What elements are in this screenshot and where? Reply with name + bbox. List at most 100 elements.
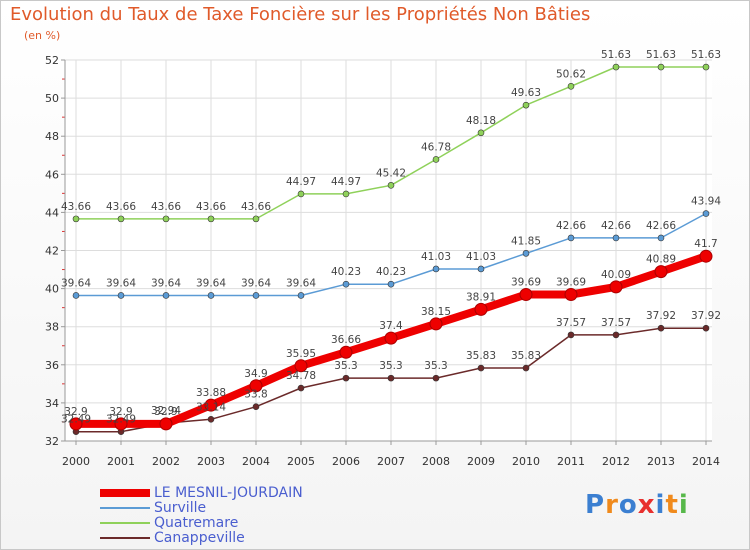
data-point (249, 379, 263, 393)
data-point (342, 280, 350, 288)
data-label: 48.18 (466, 115, 496, 127)
data-label: 41.03 (466, 251, 496, 263)
data-label: 43.66 (196, 201, 226, 213)
data-label: 39.69 (556, 277, 586, 289)
y-tick-label: 38 (45, 321, 59, 334)
data-point (474, 302, 488, 316)
y-tick-label: 48 (45, 130, 59, 143)
data-point (162, 215, 170, 223)
x-tick-label: 2013 (647, 455, 675, 468)
legend-item-quatremare: Quatremare (100, 514, 303, 531)
data-label: 43.66 (241, 201, 271, 213)
data-point (432, 374, 440, 382)
data-label: 42.66 (556, 220, 586, 232)
data-label: 32.9 (109, 406, 132, 418)
legend-item-le-mesnil-jourdain: LE MESNIL-JOURDAIN (100, 484, 303, 501)
proxiti-logo: Proxiti (585, 490, 689, 520)
data-label: 41.7 (694, 238, 717, 250)
data-point (612, 331, 620, 339)
data-label: 40.23 (376, 266, 406, 278)
data-label: 44.97 (331, 176, 361, 188)
data-label: 33.8 (244, 389, 267, 401)
logo-letter: P (585, 490, 606, 520)
data-label: 39.64 (286, 277, 316, 289)
data-point (207, 292, 215, 299)
legend: LE MESNIL-JOURDAIN Surville Quatremare C… (100, 484, 303, 546)
data-label: 37.4 (379, 320, 403, 332)
y-tick-label: 50 (45, 92, 59, 105)
data-label: 35.83 (466, 350, 496, 362)
data-label: 46.78 (421, 141, 451, 153)
data-point (72, 292, 80, 299)
data-label: 33.14 (196, 401, 226, 413)
data-label: 40.09 (601, 269, 631, 281)
data-point (387, 374, 395, 382)
data-point (252, 292, 260, 299)
data-label: 51.63 (601, 49, 631, 61)
data-point (702, 63, 710, 71)
x-tick-label: 2003 (197, 455, 225, 468)
data-label: 32.94 (151, 405, 181, 417)
data-point (702, 324, 710, 332)
y-tick-label: 32 (45, 435, 59, 448)
data-point (522, 364, 530, 372)
logo-letter: i (678, 490, 689, 520)
data-label: 50.62 (556, 68, 586, 80)
data-label: 39.64 (106, 277, 136, 289)
data-label: 36.66 (331, 334, 361, 346)
axes: 32 34 36 38 40 42 44 46 48 50 52 2000 2001 2002 2003 20… (45, 54, 720, 468)
data-point (522, 250, 530, 257)
y-tick-label: 52 (45, 54, 59, 67)
x-tick-label: 2014 (692, 455, 720, 468)
data-label: 37.92 (691, 310, 721, 322)
x-tick-label: 2006 (332, 455, 360, 468)
data-label: 34.9 (244, 368, 267, 380)
data-point (69, 417, 83, 431)
legend-swatch (100, 536, 150, 539)
data-point (477, 129, 485, 137)
y-tick-label: 46 (45, 168, 59, 181)
chart-title: Evolution du Taux de Taxe Foncière sur l… (10, 4, 591, 25)
data-label: 39.64 (196, 277, 226, 289)
data-labels: 32.49 32.49 32.94 33.14 33.8 34.78 35.3 35.3 35.… (61, 49, 721, 426)
data-label: 42.66 (646, 220, 676, 232)
y-tick-label: 34 (45, 397, 59, 410)
legend-swatch (100, 506, 150, 509)
legend-label: Quatremare (154, 514, 239, 531)
data-point (297, 190, 305, 198)
legend-label: LE MESNIL-JOURDAIN (154, 484, 303, 501)
data-point (612, 63, 620, 71)
data-label: 32.9 (154, 406, 177, 418)
data-label: 39.64 (241, 277, 271, 289)
data-point (204, 398, 218, 412)
data-label: 35.3 (334, 360, 357, 372)
legend-label: Canappeville (154, 529, 245, 546)
data-label: 32.49 (106, 414, 136, 426)
data-point (297, 292, 305, 299)
data-point (207, 215, 215, 223)
data-point (657, 324, 665, 332)
data-point (117, 292, 125, 299)
data-point (387, 280, 395, 288)
x-tick-label: 2012 (602, 455, 630, 468)
data-point (294, 359, 308, 373)
grid (65, 59, 712, 442)
data-point (342, 374, 350, 382)
x-tick-label: 2007 (377, 455, 405, 468)
data-label: 38.15 (421, 306, 451, 318)
x-tick-label: 2004 (242, 455, 270, 468)
logo-letter: r (605, 490, 619, 520)
legend-label: Surville (154, 499, 207, 516)
data-point (657, 234, 665, 242)
data-point (477, 265, 485, 273)
data-point (657, 63, 665, 71)
data-label: 42.66 (601, 220, 631, 232)
data-label: 37.57 (556, 317, 586, 329)
x-tick-label: 2009 (467, 455, 495, 468)
data-label: 43.66 (61, 201, 91, 213)
data-point (207, 415, 215, 423)
data-point (339, 345, 353, 359)
data-point (432, 265, 440, 273)
logo-letter: i (655, 490, 666, 520)
